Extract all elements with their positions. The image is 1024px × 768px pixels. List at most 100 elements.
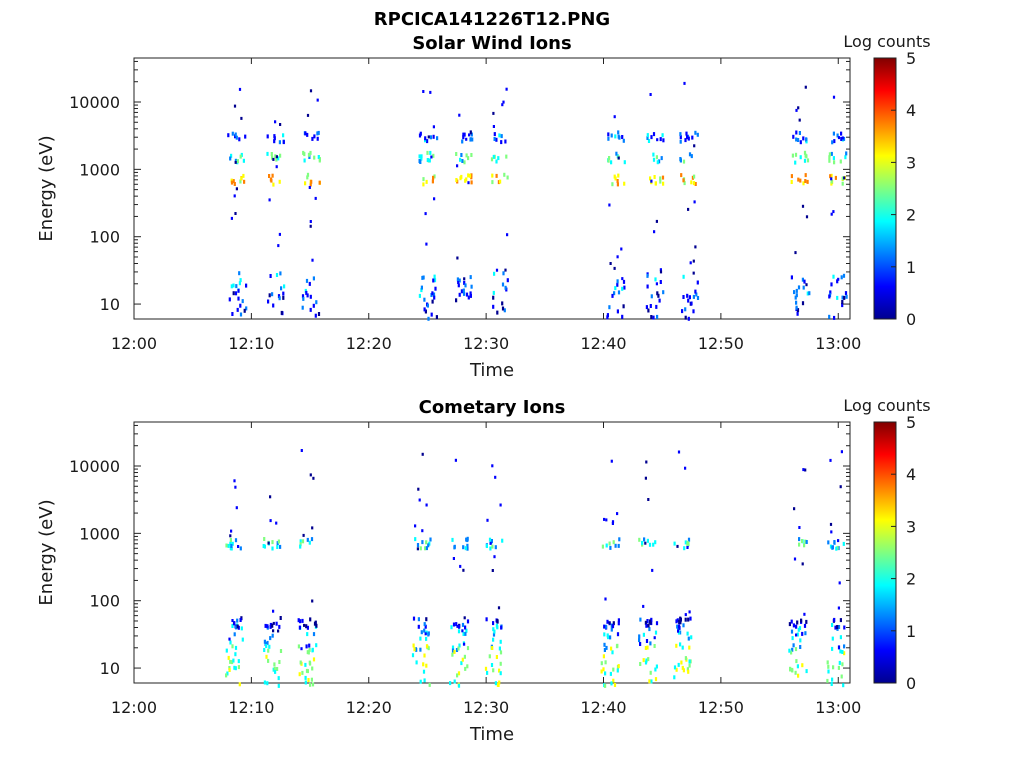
heatmap-cell — [303, 623, 306, 627]
heatmap-cell — [836, 545, 839, 550]
heatmap-cell — [461, 657, 464, 662]
heatmap-cell — [828, 152, 831, 157]
heatmap-cell — [278, 232, 281, 236]
y-axis-label: Energy (eV) — [36, 135, 57, 241]
heatmap-cell — [639, 617, 642, 622]
heatmap-cell — [464, 666, 467, 671]
heatmap-cell — [456, 256, 459, 260]
heatmap-cell — [298, 672, 301, 677]
heatmap-cell — [309, 473, 312, 477]
heatmap-cell — [237, 288, 240, 293]
heatmap-cell — [808, 291, 811, 296]
heatmap-cell — [839, 485, 842, 489]
heatmap-cell — [269, 519, 272, 523]
heatmap-cell — [462, 545, 465, 550]
heatmap-cell — [790, 619, 793, 624]
heatmap-cell — [456, 164, 459, 168]
heatmap-cell — [502, 271, 505, 276]
heatmap-cell — [617, 156, 620, 160]
heatmap-cell — [845, 151, 848, 156]
x-tick-label: 12:00 — [111, 334, 157, 353]
heatmap-cell — [427, 316, 430, 321]
heatmap-cell — [425, 179, 428, 184]
heatmap-cell — [609, 545, 612, 550]
heatmap-cell — [311, 258, 314, 262]
heatmap-cell — [427, 646, 430, 651]
heatmap-cell — [679, 157, 682, 161]
heatmap-cell — [312, 632, 316, 637]
heatmap-cell — [800, 618, 803, 623]
heatmap-cell — [601, 544, 604, 549]
heatmap-cell — [690, 180, 693, 185]
heatmap-cell — [652, 152, 655, 157]
heatmap-cell — [233, 104, 237, 108]
heatmap-cell — [433, 278, 437, 283]
heatmap-cell — [431, 179, 434, 184]
heatmap-cell — [836, 279, 839, 284]
heatmap-cell — [417, 617, 420, 622]
heatmap-cell — [602, 667, 605, 672]
y-tick-label: 10 — [100, 659, 120, 678]
heatmap-cell — [411, 653, 415, 658]
heatmap-cell — [840, 450, 843, 454]
heatmap-cell — [506, 278, 509, 283]
heatmap-cell — [421, 540, 424, 545]
heatmap-cell — [607, 635, 610, 640]
heatmap-cell — [423, 297, 426, 302]
heatmap-cell — [622, 304, 625, 309]
heatmap-cell — [688, 659, 691, 664]
heatmap-cell — [830, 212, 833, 216]
heatmap-cell — [684, 540, 687, 545]
heatmap-cell — [490, 663, 494, 667]
heatmap-cell — [688, 295, 691, 300]
heatmap-cell — [307, 152, 311, 157]
heatmap-cell — [696, 296, 700, 300]
heatmap-cell — [792, 134, 795, 139]
heatmap-cell — [842, 273, 846, 278]
heatmap-cell — [797, 627, 800, 632]
heatmap-cell — [491, 544, 494, 549]
heatmap-cell — [499, 179, 502, 184]
heatmap-cell — [267, 648, 270, 653]
heatmap-cells — [225, 449, 846, 688]
heatmap-cell — [611, 293, 614, 298]
heatmap-cell — [434, 286, 437, 291]
heatmap-cell — [682, 274, 685, 279]
heatmap-cell — [833, 540, 836, 545]
heatmap-cell — [495, 655, 498, 659]
heatmap-cell — [265, 644, 268, 648]
heatmap-cell — [419, 636, 422, 641]
heatmap-cell — [696, 132, 699, 137]
heatmap-cell — [656, 160, 659, 165]
heatmap-cell — [804, 468, 807, 472]
heatmap-cell — [616, 632, 620, 637]
heatmap-cell — [457, 646, 460, 651]
heatmap-cell — [452, 622, 456, 627]
panel-title: Solar Wind Ions — [412, 33, 571, 54]
heatmap-cell — [233, 621, 236, 626]
heatmap-cell — [282, 291, 285, 296]
heatmap-cell — [645, 623, 648, 628]
heatmap-cell — [275, 157, 278, 162]
heatmap-cell — [616, 182, 619, 187]
heatmap-cell — [433, 174, 436, 179]
heatmap-cell — [272, 157, 275, 161]
heatmap-cell — [642, 604, 645, 608]
heatmap-cell — [610, 160, 613, 165]
heatmap-cell — [431, 299, 434, 304]
heatmap-cell — [826, 678, 829, 683]
heatmap-cell — [505, 154, 508, 159]
heatmap-cell — [244, 134, 247, 139]
heatmap-cell — [234, 485, 237, 489]
heatmap-cell — [690, 635, 693, 640]
heatmap-cell — [650, 294, 653, 299]
heatmap-cell — [412, 616, 416, 621]
heatmap-cell — [830, 181, 833, 186]
heatmap-cell — [798, 537, 801, 542]
colorbar-tick-label: 2 — [906, 206, 916, 225]
heatmap-cell — [612, 667, 615, 672]
heatmap-cell — [236, 307, 239, 312]
heatmap-cell — [798, 118, 801, 122]
heatmap-cell — [616, 309, 619, 314]
heatmap-cell — [600, 669, 603, 674]
